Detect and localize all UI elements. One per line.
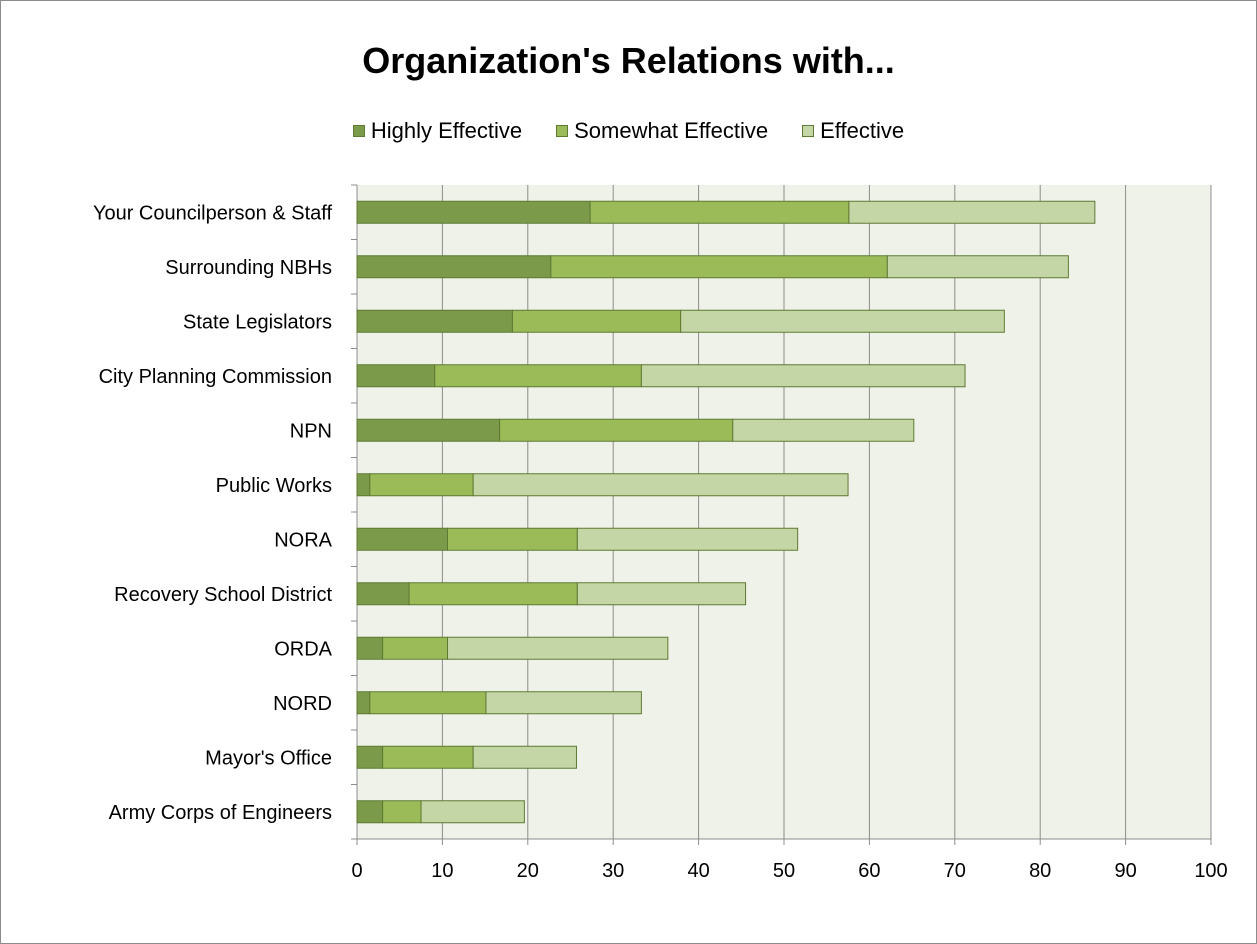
bar-somewhat-effective — [382, 745, 474, 769]
bar-somewhat-effective — [589, 200, 850, 224]
x-tick-label: 90 — [1114, 860, 1136, 882]
legend-swatch — [556, 125, 569, 137]
bar-highly-effective — [356, 200, 591, 224]
legend-label: Highly Effective — [370, 118, 523, 143]
bar-effective — [472, 745, 577, 769]
category-label: Public Works — [216, 475, 332, 497]
bar-somewhat-effective — [434, 364, 642, 388]
category-label: NORA — [274, 529, 332, 551]
bar-effective — [447, 636, 669, 660]
legend-swatch — [352, 125, 365, 137]
legend-item: Effective — [802, 118, 904, 144]
bar-somewhat-effective — [447, 527, 578, 551]
x-tick-label: 20 — [517, 860, 539, 882]
legend-swatch — [802, 125, 815, 137]
bar-highly-effective — [356, 418, 501, 442]
category-label: Mayor's Office — [205, 747, 332, 769]
bar-effective — [576, 527, 799, 551]
bar-effective — [576, 582, 747, 606]
bar-highly-effective — [356, 473, 371, 497]
bar-somewhat-effective — [369, 691, 487, 715]
category-label: NORD — [273, 693, 332, 715]
bar-effective — [485, 691, 642, 715]
bar-effective — [680, 309, 1005, 333]
bar-effective — [732, 418, 915, 442]
x-tick-label: 80 — [1029, 860, 1051, 882]
category-label: City Planning Commission — [99, 366, 332, 388]
bar-highly-effective — [356, 745, 384, 769]
x-tick-label: 40 — [687, 860, 709, 882]
legend: Highly Effective Somewhat Effective Effect… — [0, 118, 1257, 144]
bar-effective — [472, 473, 849, 497]
bar-effective — [848, 200, 1096, 224]
x-tick-label: 50 — [773, 860, 795, 882]
bar-highly-effective — [356, 691, 371, 715]
bar-highly-effective — [356, 364, 436, 388]
bar-effective — [886, 255, 1069, 279]
legend-item: Somewhat Effective — [556, 118, 768, 144]
legend-label: Effective — [820, 118, 905, 143]
bar-somewhat-effective — [382, 800, 422, 824]
category-label: Your Councilperson & Staff — [93, 202, 332, 224]
bar-effective — [640, 364, 966, 388]
x-tick-label: 70 — [944, 860, 966, 882]
bar-somewhat-effective — [369, 473, 474, 497]
category-label: ORDA — [274, 638, 332, 660]
bar-highly-effective — [356, 636, 384, 660]
bar-somewhat-effective — [382, 636, 449, 660]
bar-highly-effective — [356, 800, 384, 824]
x-tick-label: 60 — [858, 860, 880, 882]
legend-item: Highly Effective — [352, 118, 523, 144]
category-label: Recovery School District — [114, 584, 332, 606]
bar-somewhat-effective — [511, 309, 682, 333]
bar-effective — [420, 800, 525, 824]
bar-somewhat-effective — [550, 255, 888, 279]
category-label: State Legislators — [183, 311, 332, 333]
bar-highly-effective — [356, 255, 552, 279]
x-tick-label: 0 — [351, 860, 362, 882]
category-label: Surrounding NBHs — [165, 257, 332, 279]
legend-label: Somewhat Effective — [574, 118, 769, 143]
category-label: Army Corps of Engineers — [109, 802, 332, 824]
chart-title: Organization's Relations with... — [362, 40, 895, 81]
x-tick-label: 30 — [602, 860, 624, 882]
x-tick-label: 10 — [431, 860, 453, 882]
bar-highly-effective — [356, 309, 513, 333]
bar-somewhat-effective — [408, 582, 578, 606]
bar-highly-effective — [356, 582, 410, 606]
category-label: NPN — [290, 420, 332, 442]
x-tick-label: 100 — [1194, 860, 1227, 882]
bar-highly-effective — [356, 527, 449, 551]
bar-somewhat-effective — [499, 418, 734, 442]
